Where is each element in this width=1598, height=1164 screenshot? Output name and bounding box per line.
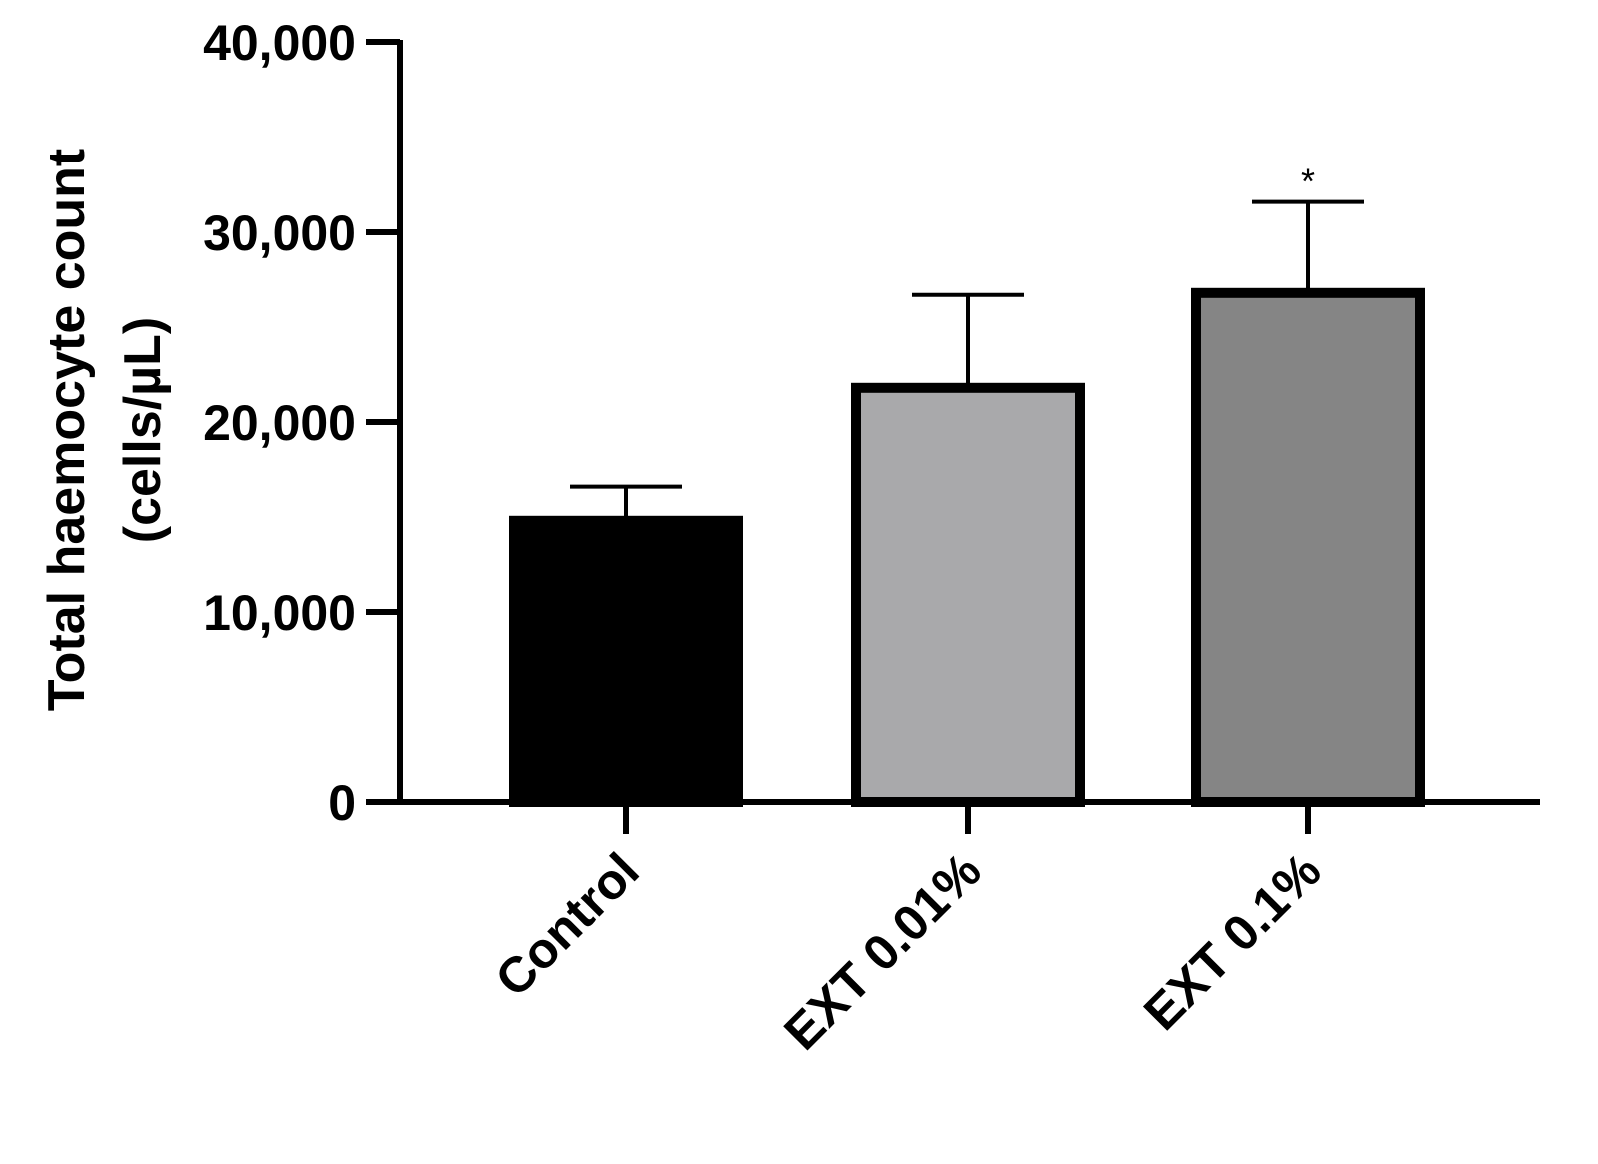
y-tick-label: 10,000	[203, 585, 356, 641]
y-axis-title: Total haemocyte count (cells/µL)	[38, 149, 172, 711]
x-category-label: EXT 0.1%	[1133, 842, 1332, 1041]
bar-control	[509, 515, 743, 807]
y-ticks-group: 0 10,000 20,000 30,000 40,000	[203, 15, 400, 831]
x-category-label: Control	[485, 842, 650, 1007]
y-tick-label: 40,000	[203, 15, 356, 71]
x-ticks-group: Control EXT 0.01% EXT 0.1%	[485, 802, 1332, 1061]
y-tick-label: 20,000	[203, 395, 356, 451]
y-tick-label: 30,000	[203, 205, 356, 261]
bar-ext-0-1-	[1191, 287, 1425, 807]
y-tick-label: 0	[328, 775, 356, 831]
bar-ext-0-01-	[851, 382, 1085, 807]
significance-marker: *	[1301, 161, 1315, 202]
annotations-group: *	[1301, 161, 1315, 202]
y-axis-title-line1: Total haemocyte count	[38, 149, 96, 711]
y-axis-title-line2: (cells/µL)	[114, 317, 172, 543]
x-category-label: EXT 0.01%	[773, 842, 991, 1060]
error-bars-group	[570, 199, 1364, 521]
